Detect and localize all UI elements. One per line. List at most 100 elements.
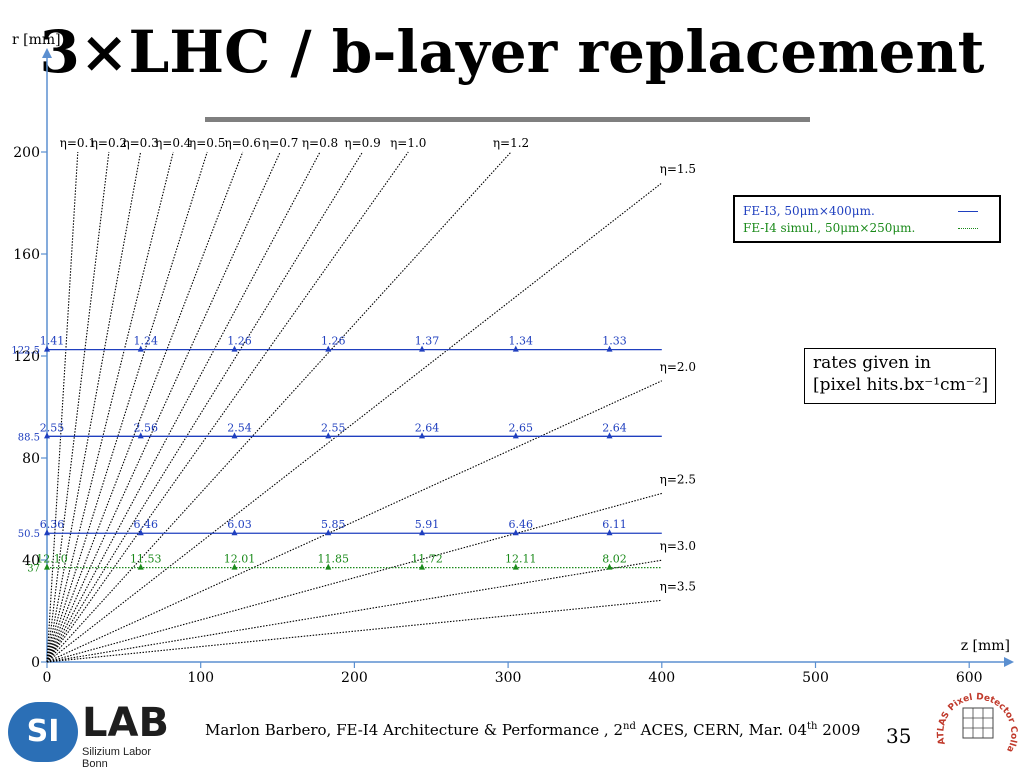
eta-label: η=0.3 bbox=[122, 136, 158, 150]
data-label: 11.85 bbox=[318, 553, 350, 566]
eta-label: η=0.2 bbox=[91, 136, 127, 150]
data-label: 6.03 bbox=[227, 518, 252, 531]
eta-label: η=0.7 bbox=[262, 136, 298, 150]
units-note-line1: rates given in bbox=[813, 353, 932, 373]
data-label: 5.85 bbox=[321, 518, 346, 531]
data-marker bbox=[325, 432, 332, 439]
data-label: 1.41 bbox=[40, 335, 65, 348]
eta-line bbox=[46, 599, 662, 663]
eta-line bbox=[46, 559, 662, 663]
eta-label: η=3.5 bbox=[660, 579, 696, 593]
x-tick-label: 0 bbox=[43, 670, 52, 686]
y-tick-label: 40 bbox=[22, 553, 40, 569]
legend-item-fei4: FE-I4 simul., 50μm×250μm. bbox=[743, 220, 915, 236]
atlas-logo-text: ATLAS Pixel Detector Collaboration bbox=[935, 686, 1018, 754]
eta-line bbox=[46, 492, 662, 663]
data-marker bbox=[606, 432, 613, 439]
legend-label-fei4: FE-I4 simul., 50μm×250μm. bbox=[743, 221, 916, 235]
data-label: 1.33 bbox=[602, 335, 627, 348]
data-marker bbox=[419, 345, 426, 352]
data-label: 12.01 bbox=[224, 553, 256, 566]
silab-logo-subtitle: Silizium Labor Bonn bbox=[82, 746, 152, 768]
eta-label: η=0.8 bbox=[302, 136, 338, 150]
data-marker bbox=[44, 345, 50, 352]
eta-label: η=1.2 bbox=[493, 136, 529, 150]
data-label: 11.53 bbox=[130, 553, 162, 566]
footer-part2: ACES, CERN, Mar. 04 bbox=[635, 721, 808, 739]
silab-logo: SI LAB Silizium Labor Bonn bbox=[8, 700, 173, 768]
title-underline bbox=[205, 117, 810, 122]
data-label: 2.55 bbox=[40, 421, 65, 434]
y-tick-label: 80 bbox=[22, 451, 40, 467]
eta-label: η=0.5 bbox=[189, 136, 225, 150]
eta-line bbox=[46, 151, 512, 663]
data-marker bbox=[137, 563, 144, 570]
data-marker bbox=[231, 345, 238, 352]
data-marker bbox=[231, 529, 238, 536]
data-marker bbox=[137, 529, 144, 536]
silab-logo-lab: LAB bbox=[82, 700, 169, 746]
data-marker bbox=[512, 529, 519, 536]
layer-radius-label: 50.5 bbox=[18, 529, 40, 540]
rate-chart: z [mm]r [mm]0 100 200 300 400 500 600040801201… bbox=[11, 32, 1014, 686]
units-note-line2: [pixel hits.bx⁻¹cm⁻²] bbox=[813, 375, 989, 395]
x-tick-label: 200 bbox=[341, 670, 368, 686]
eta-label: η=1.0 bbox=[390, 136, 426, 150]
eta-label: η=1.5 bbox=[660, 162, 696, 176]
eta-line bbox=[46, 151, 110, 663]
y-tick-label: 160 bbox=[13, 247, 40, 263]
x-axis-arrow bbox=[1004, 657, 1014, 667]
data-label: 2.64 bbox=[602, 421, 627, 434]
data-marker bbox=[231, 563, 238, 570]
data-label: 2.54 bbox=[227, 421, 252, 434]
eta-line bbox=[46, 151, 208, 663]
data-label: 2.65 bbox=[509, 421, 534, 434]
data-marker bbox=[512, 432, 519, 439]
data-label: 6.46 bbox=[509, 518, 534, 531]
data-label: 8.02 bbox=[602, 553, 627, 566]
data-label: 12.11 bbox=[505, 553, 537, 566]
eta-line bbox=[46, 151, 174, 663]
data-marker bbox=[137, 345, 144, 352]
eta-label: η=2.0 bbox=[660, 360, 696, 374]
eta-line bbox=[46, 151, 244, 663]
data-marker bbox=[44, 563, 50, 570]
footer-part1: Marlon Barbero, FE-I4 Architecture & Per… bbox=[205, 721, 623, 739]
data-label: 1.26 bbox=[321, 335, 346, 348]
eta-label: η=0.1 bbox=[60, 136, 96, 150]
data-marker bbox=[325, 345, 332, 352]
data-marker bbox=[606, 529, 613, 536]
data-marker bbox=[137, 432, 144, 439]
data-marker bbox=[419, 563, 426, 570]
eta-label: η=3.0 bbox=[660, 539, 696, 553]
data-marker bbox=[512, 345, 519, 352]
legend-label-fei3: FE-I3, 50μm×400μm. bbox=[743, 204, 875, 218]
data-label: 1.34 bbox=[509, 335, 534, 348]
x-tick-label: 100 bbox=[187, 670, 214, 686]
footer-sup1: nd bbox=[623, 721, 636, 732]
eta-line bbox=[46, 151, 409, 663]
layer-radius-label: 37 bbox=[27, 564, 40, 575]
layer-radius-label: 88.5 bbox=[18, 432, 40, 443]
legend: FE-I3, 50μm×400μm. FE-I4 simul., 50μm×25… bbox=[733, 195, 1001, 243]
data-label: 6.11 bbox=[602, 518, 627, 531]
data-label: 6.46 bbox=[134, 518, 159, 531]
data-label: 1.24 bbox=[134, 335, 159, 348]
data-label: 11.72 bbox=[411, 553, 443, 566]
atlas-collaboration-logo: ATLAS Pixel Detector Collaboration bbox=[935, 686, 1018, 754]
data-label: 12.10 bbox=[36, 553, 68, 566]
footer-text: Marlon Barbero, FE-I4 Architecture & Per… bbox=[205, 721, 860, 739]
eta-line bbox=[46, 151, 364, 663]
eta-line bbox=[46, 151, 142, 663]
eta-label: η=0.6 bbox=[225, 136, 261, 150]
data-label: 2.55 bbox=[321, 421, 346, 434]
data-marker bbox=[512, 563, 519, 570]
x-tick-label: 500 bbox=[802, 670, 829, 686]
data-marker bbox=[419, 432, 426, 439]
data-label: 2.56 bbox=[134, 421, 159, 434]
data-marker bbox=[231, 432, 238, 439]
x-tick-label: 300 bbox=[495, 670, 522, 686]
data-marker bbox=[325, 563, 332, 570]
footer-part3: 2009 bbox=[817, 721, 861, 739]
